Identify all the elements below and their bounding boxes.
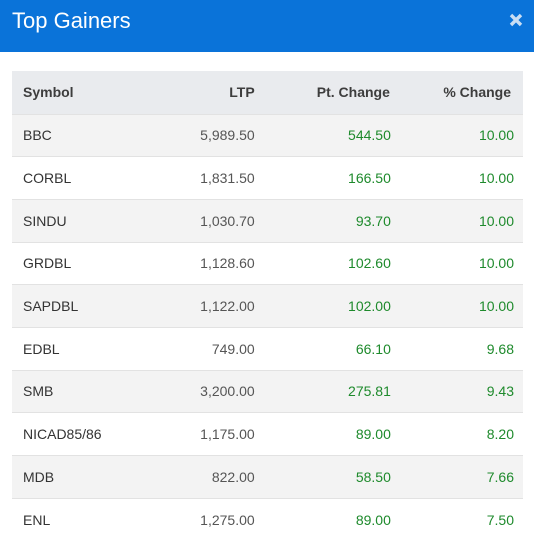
cell-symbol: MDB — [23, 468, 55, 485]
cell-pt-change: 89.00 — [355, 511, 391, 528]
cell-pt-change: 166.50 — [348, 170, 391, 187]
cell-pct-change: 10.00 — [478, 212, 514, 229]
cell-symbol: SMB — [23, 383, 54, 400]
cell-ltp: 1,030.70 — [200, 212, 255, 229]
table-row[interactable]: SINDU 1,030.70 93.70 10.00 — [12, 199, 523, 243]
cell-pct-change: 7.66 — [486, 468, 514, 485]
cell-ltp: 1,275.00 — [200, 511, 255, 528]
cell-symbol: EDBL — [23, 340, 60, 357]
cell-pt-change: 89.00 — [355, 426, 391, 443]
close-button[interactable] — [504, 8, 528, 32]
header-pct-change[interactable]: % Change — [443, 84, 511, 101]
table-row[interactable]: EDBL 749.00 66.10 9.68 — [12, 327, 523, 371]
cell-symbol: NICAD85/86 — [23, 426, 102, 443]
table-row[interactable]: SMB 3,200.00 275.81 9.43 — [12, 370, 523, 413]
table-body: BBC 5,989.50 544.50 10.00 CORBL 1,831.50 166.5… — [12, 114, 523, 538]
close-icon — [508, 12, 524, 28]
table-header-row: Symbol LTP Pt. Change % Change — [12, 71, 523, 114]
cell-ltp: 1,831.50 — [200, 170, 255, 187]
cell-symbol: BBC — [23, 127, 52, 144]
cell-pct-change: 9.43 — [486, 383, 514, 400]
gainers-table: Symbol LTP Pt. Change % Change BBC 5,989.… — [12, 71, 523, 538]
gainers-table-container: Symbol LTP Pt. Change % Change BBC 5,989.… — [12, 71, 523, 538]
table-row[interactable]: CORBL 1,831.50 166.50 10.00 — [12, 156, 523, 200]
cell-symbol: CORBL — [23, 170, 72, 187]
cell-pct-change: 10.00 — [478, 255, 514, 272]
cell-symbol: GRDBL — [23, 255, 72, 272]
modal-header: Top Gainers — [0, 0, 534, 52]
table-row[interactable]: NICAD85/86 1,175.00 89.00 8.20 — [12, 412, 523, 456]
cell-ltp: 822.00 — [211, 468, 255, 485]
modal-title: Top Gainers — [12, 8, 131, 33]
cell-ltp: 5,989.50 — [200, 127, 255, 144]
cell-symbol: ENL — [23, 511, 51, 528]
cell-symbol: SAPDBL — [23, 298, 79, 315]
cell-pct-change: 10.00 — [478, 298, 514, 315]
table-row[interactable]: GRDBL 1,128.60 102.60 10.00 — [12, 242, 523, 285]
cell-pt-change: 275.81 — [348, 383, 391, 400]
cell-pt-change: 66.10 — [355, 340, 391, 357]
table-header: Symbol LTP Pt. Change % Change — [12, 71, 523, 114]
table-row[interactable]: ENL 1,275.00 89.00 7.50 — [12, 498, 523, 538]
cell-pct-change: 8.20 — [486, 426, 514, 443]
cell-pct-change: 10.00 — [478, 127, 514, 144]
cell-pct-change: 10.00 — [478, 170, 514, 187]
table-row[interactable]: BBC 5,989.50 544.50 10.00 — [12, 114, 523, 157]
cell-ltp: 749.00 — [211, 340, 255, 357]
header-pt-change[interactable]: Pt. Change — [316, 84, 390, 101]
cell-pt-change: 544.50 — [348, 127, 391, 144]
cell-symbol: SINDU — [23, 212, 67, 229]
cell-ltp: 1,128.60 — [200, 255, 255, 272]
cell-pt-change: 93.70 — [355, 212, 391, 229]
cell-pt-change: 102.00 — [348, 298, 391, 315]
table-row[interactable]: SAPDBL 1,122.00 102.00 10.00 — [12, 284, 523, 328]
cell-ltp: 1,122.00 — [200, 298, 255, 315]
header-symbol[interactable]: Symbol — [23, 84, 74, 101]
cell-pt-change: 58.50 — [355, 468, 391, 485]
cell-ltp: 1,175.00 — [200, 426, 255, 443]
table-row[interactable]: MDB 822.00 58.50 7.66 — [12, 455, 523, 499]
cell-pt-change: 102.60 — [348, 255, 391, 272]
cell-pct-change: 9.68 — [486, 340, 514, 357]
cell-ltp: 3,200.00 — [200, 383, 255, 400]
cell-pct-change: 7.50 — [486, 511, 514, 528]
header-ltp[interactable]: LTP — [229, 84, 255, 101]
